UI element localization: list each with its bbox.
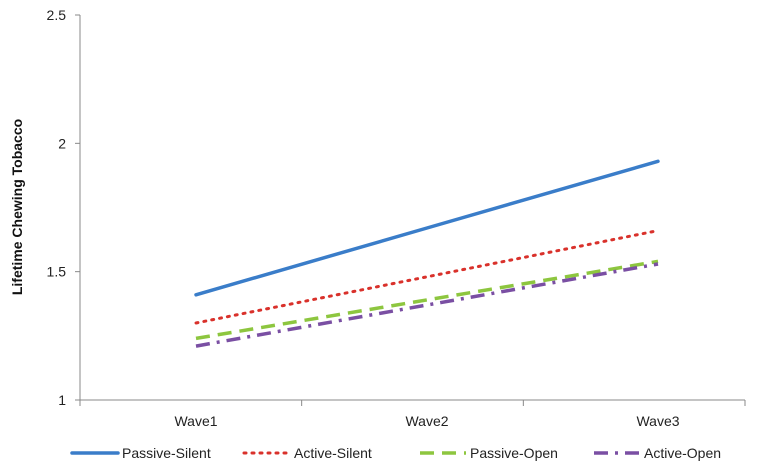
legend-label: Active-Open — [644, 445, 721, 461]
x-ticks: Wave1 Wave2 Wave3 — [79, 400, 746, 429]
legend-label: Active-Silent — [294, 445, 372, 461]
legend-label: Passive-Silent — [122, 445, 211, 461]
series-line-active-silent — [194, 229, 660, 325]
legend-entry: Passive-Silent — [70, 445, 211, 461]
y-tick-label: 2 — [58, 135, 66, 151]
x-tick-label: Wave3 — [636, 413, 679, 429]
chart-axes — [79, 15, 745, 401]
legend-entry: Passive-Open — [420, 445, 558, 461]
legend-label: Passive-Open — [470, 445, 558, 461]
legend-entry: Active-Open — [594, 445, 721, 461]
y-tick-label: 1.5 — [47, 264, 67, 280]
y-ticks: 1 1.5 2 2.5 — [47, 7, 80, 408]
x-tick-label: Wave1 — [174, 413, 217, 429]
series-line-passive-silent — [194, 159, 660, 297]
y-tick-label: 1 — [58, 392, 66, 408]
x-tick-label: Wave2 — [405, 413, 448, 429]
legend: Passive-Silent Active-Silent Passive-Open A… — [70, 445, 721, 461]
y-tick-label: 2.5 — [47, 7, 67, 23]
legend-entry: Active-Silent — [242, 445, 372, 461]
series-line-passive-open — [195, 259, 659, 341]
plot-series — [194, 159, 660, 348]
y-axis-title: Lifetime Chewing Tobacco — [9, 119, 25, 295]
